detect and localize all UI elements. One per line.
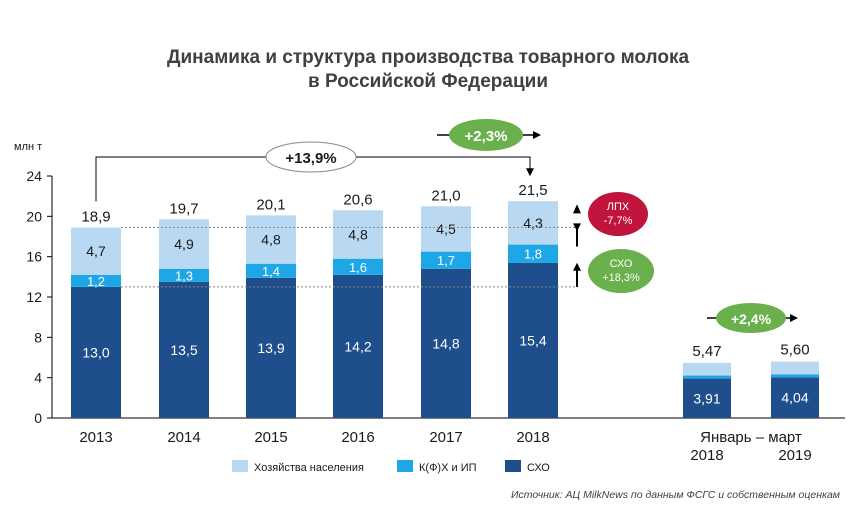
- data-label-sho: 13,5: [170, 342, 197, 358]
- bar-q1-households-2019: [771, 361, 819, 375]
- data-label-q1-total: 5,47: [692, 343, 721, 360]
- data-label-kfh: 1,2: [87, 274, 105, 289]
- data-label-households: 4,7: [86, 243, 106, 259]
- x-group-label-q1: Январь – март: [700, 429, 802, 446]
- growth-value-2013-2018: +13,9%: [285, 150, 336, 167]
- bar-sho-2017: [421, 268, 471, 418]
- data-label-total: 20,1: [256, 196, 285, 213]
- data-label-sho: 15,4: [519, 332, 546, 348]
- growth-q1-arrowhead: [790, 314, 798, 322]
- data-label-households: 4,3: [523, 215, 543, 231]
- data-label-kfh: 1,6: [349, 260, 367, 275]
- bar-q1-kfh-2018: [683, 375, 731, 379]
- y-tick-label: 12: [26, 289, 42, 305]
- data-label-kfh: 1,4: [262, 264, 280, 279]
- data-label-q1-total: 5,60: [780, 342, 809, 359]
- arrow-lph-up-head: [573, 204, 581, 214]
- data-label-total: 19,7: [169, 200, 198, 217]
- data-label-sho: 14,2: [344, 338, 371, 354]
- bar-households-2016: [333, 210, 383, 259]
- x-tick-label: 2018: [516, 429, 549, 446]
- bar-households-2014: [159, 219, 209, 269]
- bar-q1-sho-2018: [683, 378, 731, 418]
- y-tick-label: 4: [34, 370, 42, 386]
- legend-kfh-label: К(Ф)Х и ИП: [419, 462, 477, 474]
- bar-kfh-2014: [159, 268, 209, 282]
- bar-households-2013: [71, 227, 121, 275]
- x-tick-label: 2016: [341, 429, 374, 446]
- chart-title: Динамика и структура производства товарн…: [0, 46, 856, 94]
- data-label-sho: 14,8: [432, 335, 459, 351]
- data-label-total: 21,0: [431, 187, 460, 204]
- data-label-total: 20,6: [343, 191, 372, 208]
- x-tick-label: 2015: [254, 429, 287, 446]
- bar-households-2015: [246, 215, 296, 264]
- data-label-sho: 13,0: [82, 344, 109, 360]
- growth-badge-2013-2018: [265, 141, 357, 173]
- x-tick-label-q1: 2018: [690, 447, 723, 464]
- data-label-households: 4,8: [348, 226, 368, 242]
- data-label-households: 4,8: [261, 232, 281, 248]
- legend-kfh-swatch: [397, 460, 413, 472]
- y-tick-label: 16: [26, 249, 42, 265]
- data-label-total: 21,5: [518, 182, 547, 199]
- legend-households-label: Хозяйства населения: [254, 462, 364, 474]
- growth-value-2017-2018: +2,3%: [465, 128, 508, 145]
- chart-title-line1: Динамика и структура производства товарн…: [166, 47, 690, 68]
- growth-2017-2018-arrowhead: [533, 131, 541, 139]
- bar-kfh-2015: [246, 263, 296, 278]
- bar-sho-2016: [333, 274, 383, 418]
- bar-sho-2014: [159, 281, 209, 418]
- lph-change-ellipse: [588, 192, 648, 236]
- lph-value: -7,7%: [604, 215, 633, 227]
- growth-value-q1: +2,4%: [731, 311, 772, 327]
- x-tick-label: 2017: [429, 429, 462, 446]
- bar-sho-2018: [508, 262, 558, 418]
- growth-badge-q1: [716, 303, 786, 333]
- x-tick-label-q1: 2019: [778, 447, 811, 464]
- y-tick-label: 24: [26, 168, 42, 184]
- legend-households-swatch: [232, 460, 248, 472]
- bar-households-2017: [421, 206, 471, 252]
- y-tick-label: 8: [34, 329, 42, 345]
- bar-sho-2013: [71, 286, 121, 418]
- growth-bracket-arrowhead: [526, 168, 534, 177]
- data-label-households: 4,9: [174, 236, 194, 252]
- legend-sho-swatch: [505, 460, 521, 472]
- bar-q1-households-2018: [683, 362, 731, 376]
- arrow-lph-down-head: [573, 223, 581, 232]
- bar-kfh-2013: [71, 274, 121, 287]
- data-label-q1-sho: 4,04: [781, 390, 808, 406]
- legend-sho-label: СХО: [527, 462, 550, 474]
- sho-change-ellipse: [588, 249, 654, 293]
- bar-q1-sho-2019: [771, 377, 819, 418]
- data-label-kfh: 1,7: [437, 253, 455, 268]
- data-label-households: 4,5: [436, 221, 456, 237]
- bar-sho-2015: [246, 277, 296, 418]
- y-tick-label: 20: [26, 208, 42, 224]
- bar-kfh-2018: [508, 244, 558, 263]
- data-label-sho: 13,9: [257, 340, 284, 356]
- source-note: Источник: АЦ MilkNews по данным ФСГС и с…: [510, 489, 840, 501]
- sho-change-value: +18,3%: [602, 272, 640, 284]
- data-label-kfh: 1,3: [175, 268, 193, 283]
- arrow-sho-head: [573, 262, 581, 271]
- sho-change-label: СХО: [610, 258, 633, 270]
- bar-q1-kfh-2019: [771, 374, 819, 378]
- lph-label: ЛПХ: [607, 201, 630, 213]
- chart-title-line2: в Российской Федерации: [307, 71, 549, 92]
- growth-badge-2017-2018: [449, 119, 523, 151]
- bar-kfh-2017: [421, 251, 471, 269]
- data-label-total: 18,9: [81, 208, 110, 225]
- data-label-q1-sho: 3,91: [693, 390, 720, 406]
- bar-kfh-2016: [333, 258, 383, 275]
- y-tick-label: 0: [34, 410, 42, 426]
- x-tick-label: 2014: [167, 429, 200, 446]
- data-label-kfh: 1,8: [524, 247, 542, 262]
- x-tick-label: 2013: [79, 429, 112, 446]
- y-axis-unit-label: млн т: [14, 141, 42, 153]
- bar-households-2018: [508, 201, 558, 245]
